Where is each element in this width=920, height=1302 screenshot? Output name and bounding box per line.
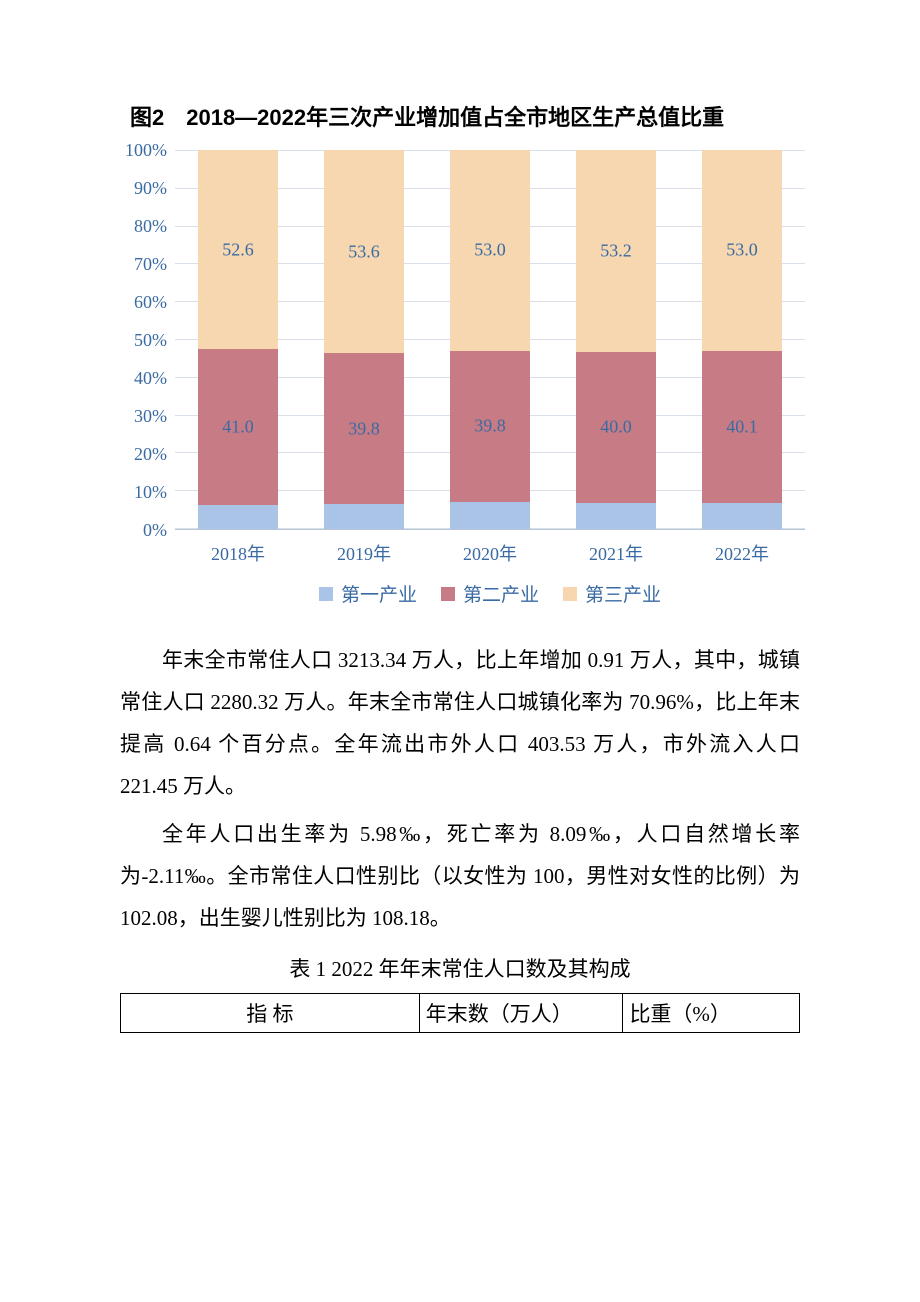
plot-area: 6.4 41.0 52.6 6.6 39.8 53.6 7.2 39.8 53.0 6.8 40.0… <box>175 150 805 530</box>
legend-item: 第一产业 <box>319 580 417 607</box>
segment-primary-industry: 6.8 <box>576 503 656 529</box>
segment-label: 52.6 <box>222 239 254 260</box>
table-header-1: 指 标 <box>121 994 420 1033</box>
segment-label: 40.0 <box>600 417 632 438</box>
legend-label: 第三产业 <box>585 580 661 607</box>
page: 图2 2018—2022年三次产业增加值占全市地区生产总值比重 100%90%8… <box>0 0 920 1093</box>
bar: 6.4 41.0 52.6 <box>198 150 278 529</box>
segment-tertiary-industry: 53.0 <box>450 150 530 351</box>
segment-secondary-industry: 41.0 <box>198 349 278 504</box>
chart-area: 100%90%80%70%60%50%40%30%20%10%0% 6.4 41.… <box>105 150 805 530</box>
legend-label: 第二产业 <box>463 580 539 607</box>
x-tick: 2018年 <box>198 540 278 566</box>
paragraph-1: 年末全市常住人口 3213.34 万人，比上年增加 0.91 万人，其中，城镇常… <box>120 639 800 807</box>
bar: 6.6 39.8 53.6 <box>324 150 404 529</box>
bar: 6.9 40.1 53.0 <box>702 150 782 529</box>
segment-primary-industry: 6.4 <box>198 505 278 529</box>
segment-label: 39.8 <box>474 416 506 437</box>
legend: 第一产业 第二产业 第三产业 <box>175 566 805 607</box>
legend-label: 第一产业 <box>341 580 417 607</box>
segment-secondary-industry: 40.1 <box>702 351 782 503</box>
segment-label: 53.0 <box>726 240 758 261</box>
y-axis: 100%90%80%70%60%50%40%30%20%10%0% <box>105 150 175 530</box>
segment-primary-industry: 6.6 <box>324 504 404 529</box>
chart-title: 图2 2018—2022年三次产业增加值占全市地区生产总值比重 <box>130 100 800 132</box>
table-header-row: 指 标 年末数（万人） 比重（%） <box>121 994 800 1033</box>
paragraph-2: 全年人口出生率为 5.98‰，死亡率为 8.09‰，人口自然增长率为-2.11‰… <box>120 813 800 939</box>
legend-swatch <box>319 587 333 601</box>
segment-primary-industry: 7.2 <box>450 502 530 529</box>
body-text: 年末全市常住人口 3213.34 万人，比上年增加 0.91 万人，其中，城镇常… <box>120 639 800 939</box>
x-axis: 2018年 2019年 2020年 2021年 2022年 <box>175 530 805 566</box>
segment-secondary-industry: 39.8 <box>450 351 530 502</box>
x-tick: 2019年 <box>324 540 404 566</box>
legend-item: 第三产业 <box>563 580 661 607</box>
segment-label: 53.2 <box>600 240 632 261</box>
segment-secondary-industry: 39.8 <box>324 353 404 504</box>
bar: 6.8 40.0 53.2 <box>576 150 656 529</box>
stacked-bar-chart: 100%90%80%70%60%50%40%30%20%10%0% 6.4 41.… <box>105 150 805 607</box>
segment-tertiary-industry: 53.0 <box>702 150 782 351</box>
bar: 7.2 39.8 53.0 <box>450 150 530 529</box>
segment-label: 53.6 <box>348 241 380 262</box>
legend-swatch <box>441 587 455 601</box>
segment-label: 39.8 <box>348 418 380 439</box>
segment-tertiary-industry: 52.6 <box>198 150 278 349</box>
x-tick: 2021年 <box>576 540 656 566</box>
segment-label: 40.1 <box>726 416 758 437</box>
table-header-3: 比重（%） <box>623 994 800 1033</box>
segment-primary-industry: 6.9 <box>702 503 782 529</box>
x-tick: 2022年 <box>702 540 782 566</box>
segment-label: 41.0 <box>222 417 254 438</box>
legend-swatch <box>563 587 577 601</box>
x-tick: 2020年 <box>450 540 530 566</box>
segment-tertiary-industry: 53.2 <box>576 150 656 352</box>
population-table: 指 标 年末数（万人） 比重（%） <box>120 993 800 1033</box>
segment-secondary-industry: 40.0 <box>576 352 656 504</box>
table-caption: 表 1 2022 年年末常住人口数及其构成 <box>120 953 800 983</box>
table-header-2: 年末数（万人） <box>419 994 623 1033</box>
legend-item: 第二产业 <box>441 580 539 607</box>
segment-label: 53.0 <box>474 240 506 261</box>
x-axis-inner: 2018年 2019年 2020年 2021年 2022年 <box>175 530 805 566</box>
segment-tertiary-industry: 53.6 <box>324 150 404 353</box>
